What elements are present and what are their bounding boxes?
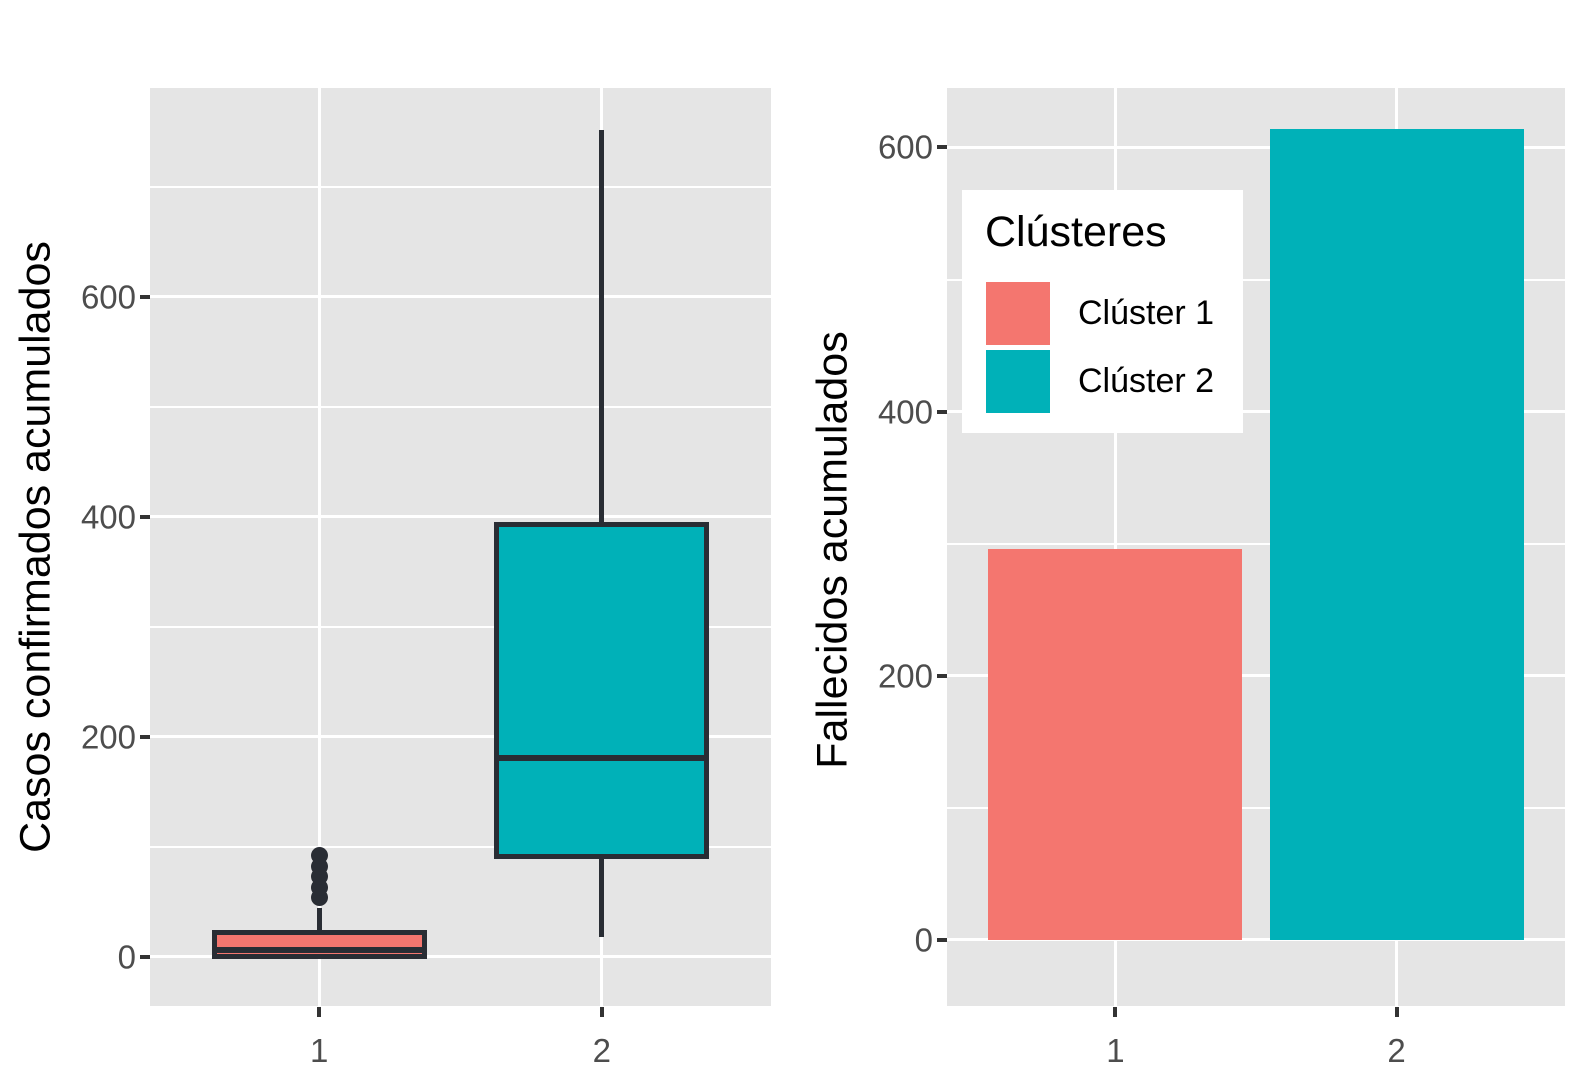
boxplot-box (211, 929, 427, 959)
x-tick-label: 1 (310, 1032, 329, 1069)
boxplot-box (494, 521, 710, 859)
gridline-major (947, 674, 1565, 678)
x-axis-tick (599, 1007, 604, 1017)
legend-label-cluster-1: Clúster 1 (1078, 294, 1215, 332)
gridline-minor (947, 278, 1565, 281)
gridline-major (150, 295, 771, 299)
y-tick-label: 600 (877, 128, 933, 166)
bar (1269, 128, 1524, 940)
x-axis-tick (317, 1007, 322, 1017)
y-axis-tick (937, 673, 947, 678)
gridline-minor (150, 845, 771, 848)
y-axis-tick (937, 145, 947, 150)
y-tick-label: 0 (117, 938, 136, 976)
y-axis-tick (140, 954, 150, 959)
legend-label-cluster-2: Clúster 2 (1078, 362, 1215, 400)
x-axis-tick (1113, 1007, 1118, 1017)
y-tick-label: 200 (80, 718, 136, 756)
y-axis-tick (140, 294, 150, 299)
gridline-major (150, 735, 771, 739)
boxplot-median (214, 946, 424, 953)
gridline-major (150, 515, 771, 519)
y-axis-tick (937, 937, 947, 942)
legend-title: Clústeres (985, 208, 1167, 256)
legend-key-cluster-1 (986, 282, 1050, 345)
gridline-minor (150, 405, 771, 408)
gridline-major-vertical (1113, 88, 1117, 1006)
gridline-major (947, 938, 1565, 942)
x-tick-label: 2 (1387, 1032, 1406, 1069)
boxplot-upper-whisker (316, 908, 322, 933)
gridline-minor (150, 625, 771, 628)
y-tick-label: 400 (877, 393, 933, 431)
outlier-dot (310, 846, 328, 864)
x-axis-tick (1394, 1007, 1399, 1017)
x-tick-label: 1 (1106, 1032, 1125, 1069)
gridline-minor (947, 542, 1565, 545)
y-axis-tick (140, 734, 150, 739)
y-tick-label: 200 (877, 657, 933, 695)
boxplot-upper-whisker (599, 129, 605, 525)
boxplot-lower-whisker (599, 856, 605, 937)
gridline-major-vertical (317, 88, 321, 1006)
boxplot-median (497, 754, 707, 761)
y-tick-label: 400 (80, 498, 136, 536)
y-tick-label: 600 (80, 278, 136, 316)
gridline-major (947, 145, 1565, 149)
gridline-minor (947, 806, 1565, 809)
y-axis-tick (140, 514, 150, 519)
y-axis-title-left: Casos confirmados acumulados (11, 241, 60, 853)
legend-key-cluster-2 (986, 350, 1050, 413)
gridline-minor (150, 185, 771, 188)
legend: Clústeres Clúster 1 Clúster 2 (962, 190, 1243, 433)
gridline-major (947, 410, 1565, 414)
gridline-major (150, 955, 771, 959)
y-axis-tick (937, 409, 947, 414)
y-tick-label: 0 (914, 921, 933, 959)
bar (988, 548, 1243, 940)
x-tick-label: 2 (592, 1032, 611, 1069)
